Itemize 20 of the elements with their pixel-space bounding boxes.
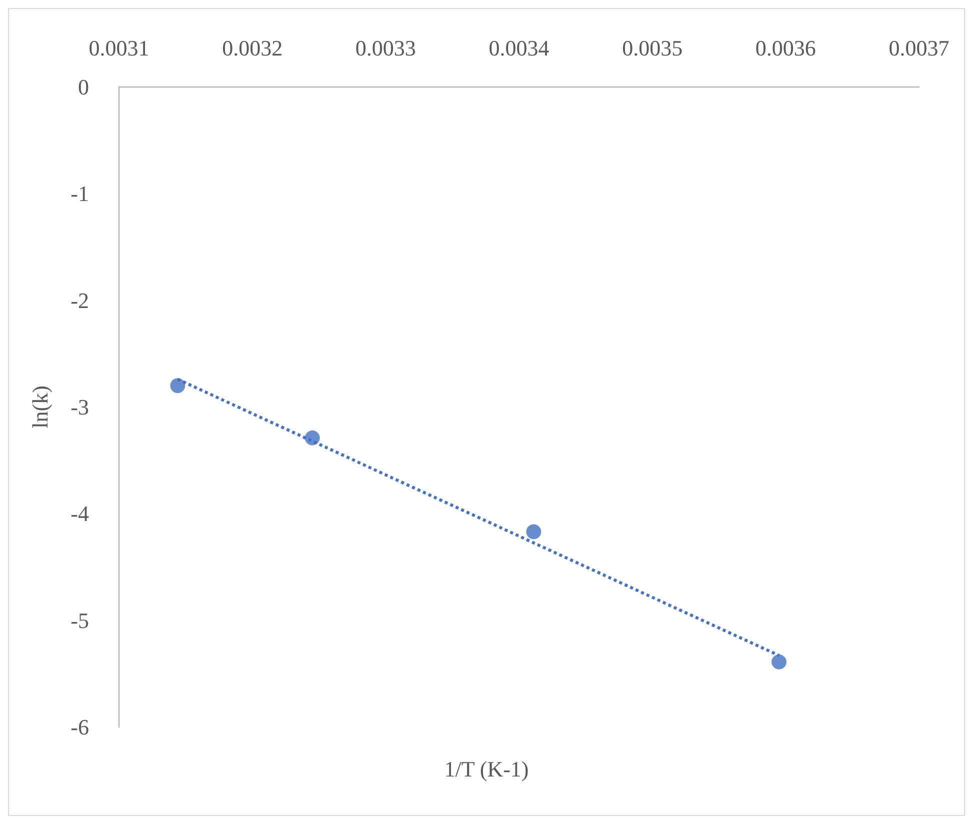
x-tick-label: 0.0031 [88,36,150,60]
point [304,430,320,446]
y-tick-label: -6 [70,714,89,740]
x-tick-label: 0.0032 [222,36,283,60]
y-tick-label: 0 [78,74,89,100]
y-tick-label: -1 [70,181,89,206]
x-tick-label: 0.0037 [888,36,950,60]
y-tick-label: -3 [70,394,89,420]
y-tick-label: -4 [70,501,89,526]
x-tick-label: 0.0035 [622,36,683,60]
x-tick-label: 0.0033 [355,36,416,60]
x-tick-label: 0.0036 [755,36,816,60]
point [772,654,786,670]
point [170,378,186,394]
x-tick-label: 0.0034 [488,36,550,60]
y-tick-label: -2 [70,288,89,313]
y-tick-label: -5 [70,608,89,633]
point [526,524,542,540]
y-axis-title: ln(k) [28,386,52,428]
x-axis-title: 1/T (K-1) [444,756,529,782]
